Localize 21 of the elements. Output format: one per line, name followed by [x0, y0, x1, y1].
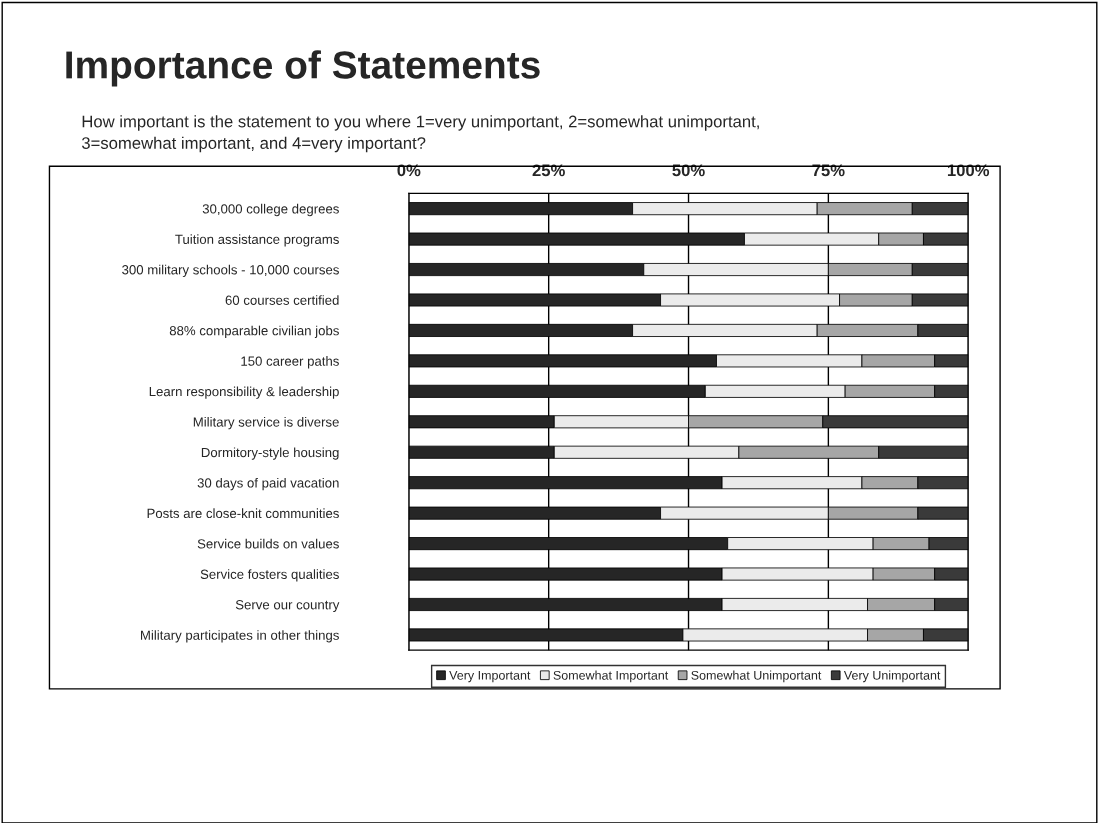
legend-label: Somewhat Unimportant — [691, 670, 822, 683]
legend-label: Somewhat Important — [553, 670, 669, 683]
y-tick-label: 30,000 college degrees — [202, 203, 339, 217]
y-tick-label: Tuition assistance programs — [175, 234, 339, 247]
y-tick-label: Military participates in other things — [141, 630, 339, 643]
y-tick-label: 300 military schools - 10,000 courses — [122, 264, 339, 278]
y-tick-label: Posts are close-knit communities — [147, 508, 339, 519]
y-tick-label: Military service is diverse — [193, 417, 339, 430]
chart-title: Importance of Statements — [66, 50, 540, 87]
legend-label: Very Important — [449, 671, 531, 683]
y-tick-label: 30 days of paid vacation — [197, 477, 339, 491]
y-tick-label: Dormitory-style housing — [201, 447, 339, 460]
y-tick-label: 60 courses certified — [225, 295, 339, 305]
chart-subtitle: How important is the statement to you where 1=very unimportant, 2=somewhat unimportant, 3=somewhat important, and 4=very important? — [81, 115, 759, 153]
y-tick-label: 88% comparable civilian jobs — [169, 325, 339, 338]
legend-label: Very Unimportant — [843, 670, 941, 683]
y-tick-label: Service builds on values — [197, 538, 339, 549]
y-tick-label: Learn responsibility & leadership — [149, 386, 339, 399]
y-tick-label: Service fosters qualities — [200, 569, 339, 582]
y-tick-label: Serve our country — [235, 600, 340, 613]
y-tick-label: 150 career paths — [241, 356, 339, 369]
